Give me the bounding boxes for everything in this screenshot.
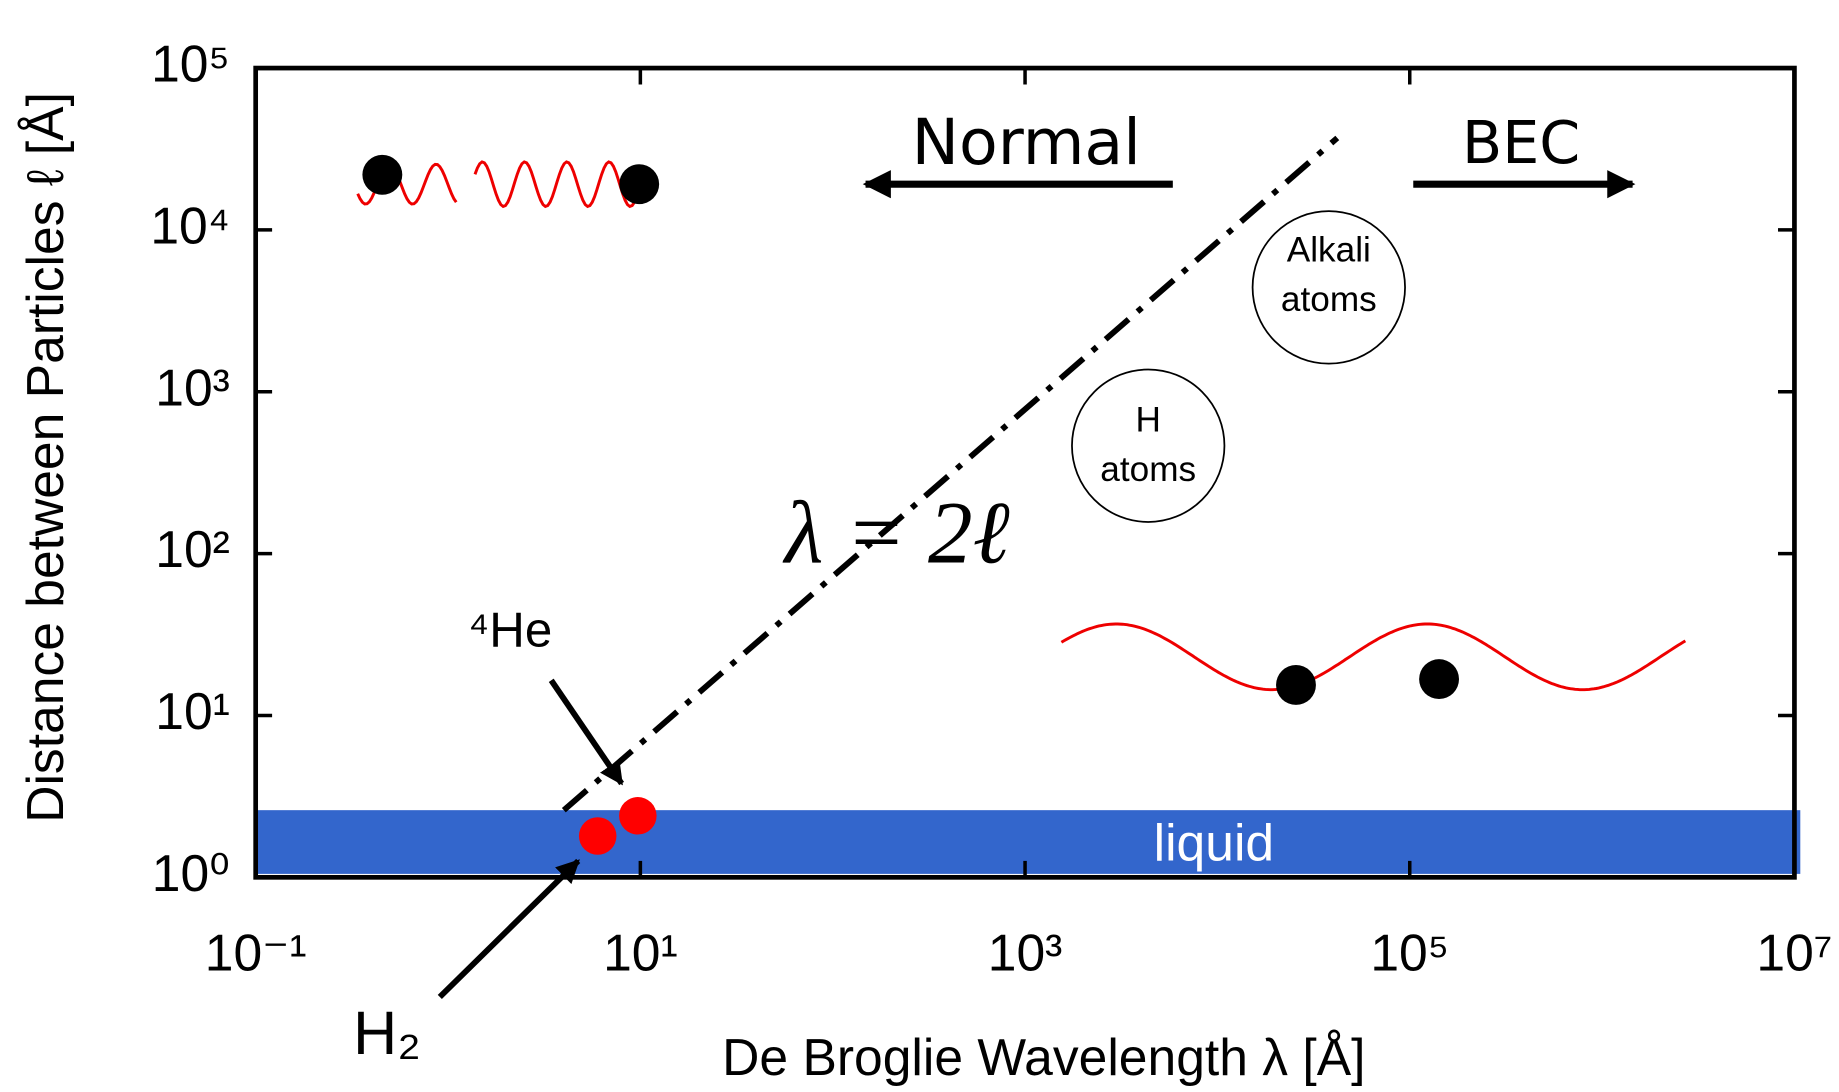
x-axis-label: De Broglie Wavelength λ [Å]	[722, 1028, 1365, 1086]
particle	[619, 164, 660, 205]
line	[561, 135, 1340, 813]
x-tick-label: 10⁷	[1756, 924, 1832, 982]
point-label: ⁴He	[468, 602, 552, 657]
annotation: Alkali	[1287, 231, 1371, 270]
y-tick-label: 10²	[155, 520, 230, 578]
band-label: liquid	[1154, 813, 1274, 871]
arrow	[548, 678, 625, 786]
x-tick-label: 10⁵	[1370, 924, 1449, 982]
y-tick-label: 10⁵	[151, 35, 230, 93]
arrow	[437, 858, 581, 1000]
annotation: Normal	[912, 105, 1141, 179]
y-tick-label: 10⁴	[150, 197, 230, 255]
band	[255, 810, 1801, 874]
x-tick-label: 10³	[988, 924, 1063, 982]
annotation: BEC	[1462, 109, 1580, 177]
y-axis-label: Distance between Particles ℓ [Å]	[16, 92, 74, 823]
point	[619, 797, 657, 835]
plot-frame	[253, 65, 1797, 880]
region-circle	[1251, 210, 1406, 365]
annotation: H	[1135, 401, 1160, 440]
wave	[1060, 622, 1687, 692]
plot-area: liquid 10⁻¹ 10¹ 10³ 10⁵ 10⁷ 10⁰ 10¹ 10² 10³ 10⁴ 10⁵	[150, 35, 1832, 982]
y-tick-label: 10⁰	[152, 844, 230, 902]
x-tick-label: 10⁻¹	[205, 924, 307, 982]
annotation: atoms	[1100, 450, 1196, 489]
particle	[1419, 659, 1460, 700]
annotation: atoms	[1281, 280, 1377, 319]
wave	[473, 160, 641, 209]
point-label: H₂	[353, 999, 421, 1067]
particle	[362, 154, 403, 195]
region-circle	[1071, 368, 1226, 523]
x-tick-label: 10¹	[603, 924, 678, 982]
y-tick-label: 10³	[155, 358, 230, 416]
y-tick-label: 10¹	[155, 682, 230, 740]
line-label: λ = 2ℓ	[782, 484, 1010, 582]
point	[578, 817, 617, 855]
particle	[1276, 665, 1316, 705]
illustration	[356, 160, 1687, 692]
